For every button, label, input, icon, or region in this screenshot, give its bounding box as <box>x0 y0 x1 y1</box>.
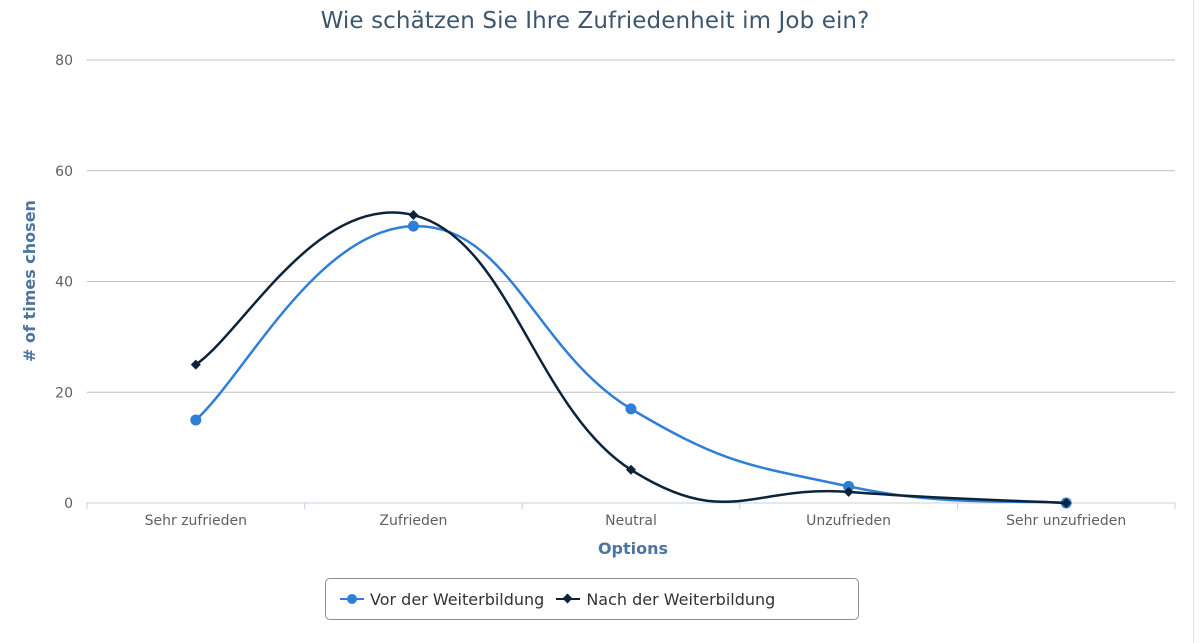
circle-marker-icon <box>340 593 364 605</box>
legend-item-vor[interactable]: Vor der Weiterbildung <box>340 590 544 609</box>
x-tick-label: Sehr zufrieden <box>145 513 247 529</box>
legend-label-vor: Vor der Weiterbildung <box>370 589 545 609</box>
data-point-diamond[interactable] <box>1061 498 1072 508</box>
y-tick-label: 40 <box>55 275 73 291</box>
y-axis-ticks: 0 20 40 60 80 <box>55 53 73 512</box>
legend-label-nach: Nach der Weiterbildung <box>586 589 776 609</box>
data-point-diamond[interactable] <box>408 210 419 221</box>
diamond-marker-icon <box>556 593 581 605</box>
data-point-diamond[interactable] <box>843 486 854 497</box>
y-axis-title: # of times chosen <box>20 200 39 362</box>
chart-frame-border <box>1193 0 1194 643</box>
series-nach <box>190 210 1072 508</box>
series-line <box>194 224 1067 505</box>
x-tick-label: Sehr unzufrieden <box>1006 513 1126 529</box>
chart-title: Wie schätzen Sie Ihre Zufriedenheit im J… <box>320 8 870 34</box>
y-tick-label: 80 <box>55 53 73 69</box>
data-point-circle[interactable] <box>190 414 202 426</box>
data-point-circle[interactable] <box>625 403 637 415</box>
legend: Vor der Weiterbildung Nach der Weiterbil… <box>325 578 859 620</box>
y-tick-label: 20 <box>55 385 73 401</box>
y-tick-label: 60 <box>55 164 73 180</box>
data-point-diamond[interactable] <box>626 464 636 475</box>
x-axis-title: Options <box>598 539 668 558</box>
x-tick-label: Zufrieden <box>379 513 447 529</box>
data-point-diamond[interactable] <box>190 359 201 370</box>
data-point-circle[interactable] <box>407 220 419 232</box>
legend-item-nach[interactable]: Nach der Weiterbildung <box>556 590 775 609</box>
y-tick-label: 0 <box>64 496 73 512</box>
data-point-circle[interactable] <box>843 480 855 492</box>
series-line <box>195 211 1067 505</box>
x-tick-label: Unzufrieden <box>806 513 891 529</box>
series-group <box>190 210 1072 509</box>
x-axis: Sehr zufrieden Zufrieden Neutral Unzufriede… <box>86 502 1176 529</box>
gridlines <box>87 59 1175 393</box>
x-tick-label: Neutral <box>605 513 657 529</box>
